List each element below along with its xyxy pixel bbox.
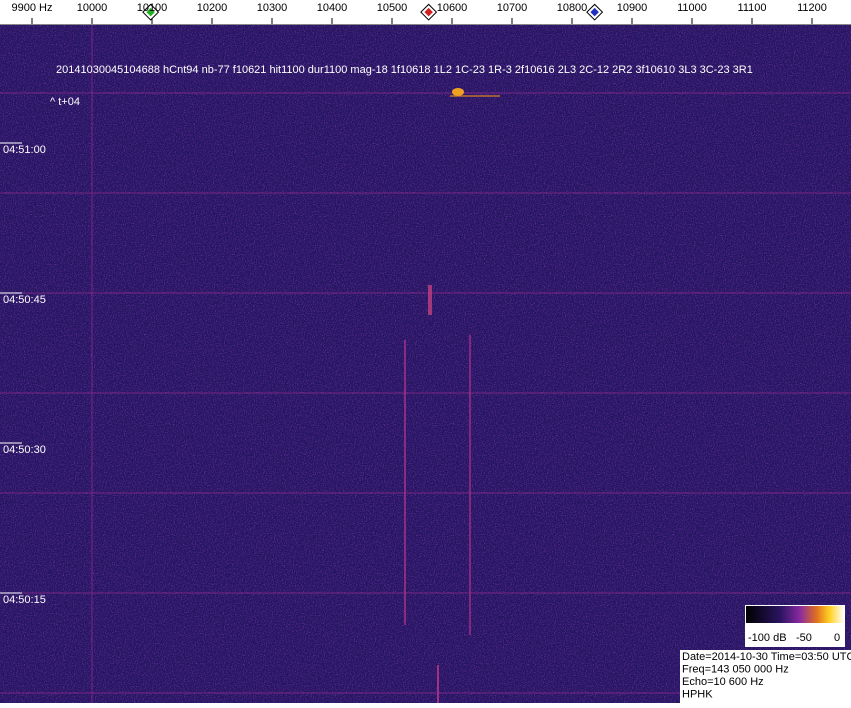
frequency-label: 10300	[257, 2, 288, 14]
time-label: 04:50:45	[3, 294, 46, 306]
frequency-label: 10800	[557, 2, 588, 14]
spectrogram-noise	[0, 25, 851, 703]
status-line: HPHK	[682, 688, 713, 700]
frequency-label: 10100	[137, 2, 168, 14]
meteor-echo	[452, 88, 464, 96]
color-scale-label: -100 dB	[748, 632, 787, 644]
time-label: 04:50:30	[3, 444, 46, 456]
status-line: Date=2014-10-30 Time=03:50 UTC	[682, 651, 851, 663]
time-label: 04:51:00	[3, 144, 46, 156]
status-line: Echo=10 600 Hz	[682, 676, 764, 688]
marker-green-fill	[146, 7, 155, 17]
frequency-label: 10900	[617, 2, 648, 14]
marker-blue-fill	[590, 7, 599, 17]
detection-info: 20141030045104688 hCnt94 nb-77 f10621 hi…	[56, 64, 753, 76]
frequency-label: 10500	[377, 2, 408, 14]
status-line: Freq=143 050 000 Hz	[682, 663, 789, 675]
frequency-label: 10400	[317, 2, 348, 14]
frequency-label: 10200	[197, 2, 228, 14]
frequency-label: 11000	[677, 2, 707, 14]
frequency-label: 9900 Hz	[12, 2, 53, 14]
time-label: 04:50:15	[3, 594, 46, 606]
time-offset: ^ t+04	[50, 96, 80, 108]
status-box	[680, 650, 851, 703]
frequency-label: 10000	[77, 2, 108, 14]
grid	[0, 25, 851, 703]
color-scale-label: 0	[834, 632, 840, 644]
frequency-label: 10700	[497, 2, 528, 14]
frequency-label: 10600	[437, 2, 468, 14]
frequency-label: 11100	[738, 2, 767, 14]
markers	[142, 3, 604, 21]
frequency-label: 11200	[797, 2, 827, 14]
signals	[404, 88, 500, 703]
color-scale-label: -50	[796, 632, 812, 644]
color-scale-bar	[746, 606, 844, 623]
